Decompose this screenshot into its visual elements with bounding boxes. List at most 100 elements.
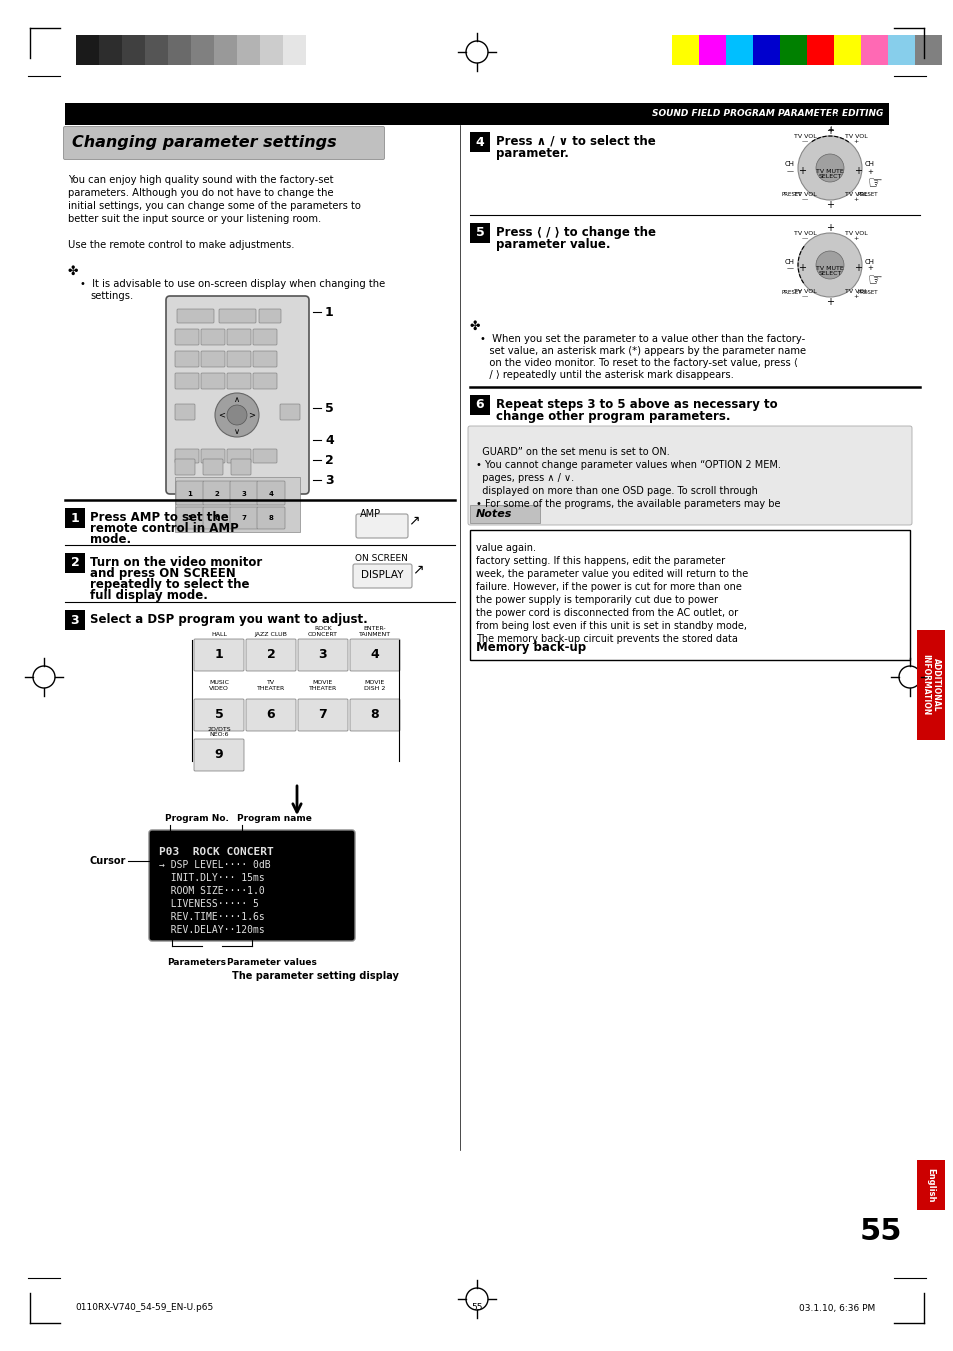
Text: 2: 2 [214, 490, 219, 497]
Text: SOUND FIELD PROGRAM PARAMETER EDITING: SOUND FIELD PROGRAM PARAMETER EDITING [651, 109, 882, 119]
Bar [470, 530, 909, 661]
Text: Select a DSP program you want to adjust.: Select a DSP program you want to adjust. [90, 613, 367, 627]
Bar [470, 132, 490, 153]
FancyBboxPatch shape [280, 404, 299, 420]
FancyBboxPatch shape [246, 639, 295, 671]
FancyBboxPatch shape [297, 639, 348, 671]
Bar [861, 35, 887, 65]
Text: 5: 5 [325, 401, 334, 415]
FancyBboxPatch shape [227, 351, 251, 367]
Text: CH
+: CH + [864, 258, 874, 272]
FancyBboxPatch shape [253, 351, 276, 367]
Text: TV VOL
—: TV VOL — [793, 134, 816, 145]
Text: Changing parameter settings: Changing parameter settings [71, 135, 336, 150]
Text: Use the remote control to make adjustments.: Use the remote control to make adjustmen… [68, 240, 294, 250]
Text: ∨: ∨ [233, 427, 240, 435]
Text: Parameters: Parameters [167, 958, 226, 967]
Text: JAZZ CLUB: JAZZ CLUB [254, 632, 287, 638]
FancyBboxPatch shape [231, 459, 251, 476]
Bar [470, 505, 539, 523]
FancyBboxPatch shape [201, 373, 225, 389]
Text: TV MUTE
SELECT: TV MUTE SELECT [815, 169, 843, 180]
Text: Turn on the video monitor: Turn on the video monitor [90, 557, 262, 569]
Text: full display mode.: full display mode. [90, 589, 208, 603]
Text: 3: 3 [71, 613, 79, 627]
Bar [806, 35, 833, 65]
Text: set value, an asterisk mark (*) appears by the parameter name: set value, an asterisk mark (*) appears … [479, 346, 805, 357]
Text: 3: 3 [318, 648, 327, 662]
Bar [725, 35, 752, 65]
Text: 4: 4 [268, 490, 274, 497]
Text: ROCK
CONCERT: ROCK CONCERT [308, 627, 337, 638]
Text: P03  ROCK CONCERT: P03 ROCK CONCERT [159, 847, 274, 857]
Text: the power supply is temporarily cut due to power: the power supply is temporarily cut due … [476, 594, 718, 605]
FancyBboxPatch shape [201, 351, 225, 367]
FancyBboxPatch shape [64, 127, 384, 159]
FancyBboxPatch shape [174, 373, 199, 389]
FancyBboxPatch shape [174, 459, 194, 476]
Circle shape [797, 136, 862, 200]
FancyBboxPatch shape [227, 373, 251, 389]
FancyBboxPatch shape [175, 507, 204, 530]
Text: TV
THEATER: TV THEATER [256, 680, 285, 690]
Text: 5: 5 [476, 227, 484, 239]
Text: • For some of the programs, the available parameters may be: • For some of the programs, the availabl… [476, 499, 780, 509]
Text: PRESET: PRESET [781, 192, 801, 197]
Text: 0110RX-V740_54-59_EN-U.p65: 0110RX-V740_54-59_EN-U.p65 [75, 1304, 213, 1313]
Text: 8: 8 [371, 708, 379, 721]
Bar [122, 35, 145, 65]
Text: the power cord is disconnected from the AC outlet, or: the power cord is disconnected from the … [476, 608, 738, 617]
Circle shape [214, 393, 258, 436]
Circle shape [815, 251, 843, 280]
FancyBboxPatch shape [201, 330, 225, 345]
Text: 6: 6 [267, 708, 275, 721]
Bar [470, 223, 490, 243]
Bar [65, 103, 888, 126]
Text: REV.TIME····1.6s: REV.TIME····1.6s [159, 912, 265, 921]
FancyBboxPatch shape [193, 739, 244, 771]
Text: +: + [797, 263, 805, 273]
Text: / ⟩ repeatedly until the asterisk mark disappears.: / ⟩ repeatedly until the asterisk mark d… [479, 370, 733, 380]
Text: mode.: mode. [90, 534, 131, 546]
Text: 4: 4 [325, 434, 334, 446]
Text: ↗: ↗ [408, 513, 419, 527]
FancyBboxPatch shape [297, 698, 348, 731]
Text: PRESET: PRESET [857, 192, 878, 197]
Text: LIVENESS····· 5: LIVENESS····· 5 [159, 898, 258, 909]
Text: 1: 1 [214, 648, 223, 662]
Text: change other program parameters.: change other program parameters. [496, 409, 730, 423]
Text: Press ⟨ / ⟩ to change the: Press ⟨ / ⟩ to change the [496, 226, 656, 239]
FancyBboxPatch shape [219, 309, 255, 323]
Text: 1: 1 [325, 305, 334, 319]
Bar [752, 35, 780, 65]
Bar [306, 35, 329, 65]
Text: PRESET: PRESET [857, 289, 878, 295]
Text: pages, press ∧ / ∨.: pages, press ∧ / ∨. [476, 473, 574, 484]
Bar [887, 35, 914, 65]
Text: week, the parameter value you edited will return to the: week, the parameter value you edited wil… [476, 569, 747, 580]
Text: 7: 7 [318, 708, 327, 721]
Text: +: + [825, 223, 833, 232]
Text: ENTER-
TAINMENT: ENTER- TAINMENT [358, 627, 391, 638]
Text: 5: 5 [214, 708, 223, 721]
Text: CH
+: CH + [864, 162, 874, 174]
FancyBboxPatch shape [174, 449, 199, 463]
Bar [168, 35, 191, 65]
FancyBboxPatch shape [256, 507, 285, 530]
FancyBboxPatch shape [353, 563, 412, 588]
Bar [191, 35, 213, 65]
Text: PRESET: PRESET [781, 289, 801, 295]
Text: 9: 9 [214, 748, 223, 762]
Text: ↗: ↗ [412, 562, 423, 576]
Bar [99, 35, 122, 65]
Text: +: + [853, 166, 862, 176]
Text: MUSIC
VIDEO: MUSIC VIDEO [209, 680, 229, 690]
Text: on the video monitor. To reset to the factory-set value, press ⟨: on the video monitor. To reset to the fa… [479, 358, 797, 367]
FancyBboxPatch shape [201, 449, 225, 463]
Text: Cursor: Cursor [90, 857, 126, 866]
FancyBboxPatch shape [175, 481, 204, 505]
Bar [283, 35, 306, 65]
Circle shape [227, 405, 247, 426]
Bar [470, 394, 490, 415]
FancyBboxPatch shape [230, 481, 257, 505]
